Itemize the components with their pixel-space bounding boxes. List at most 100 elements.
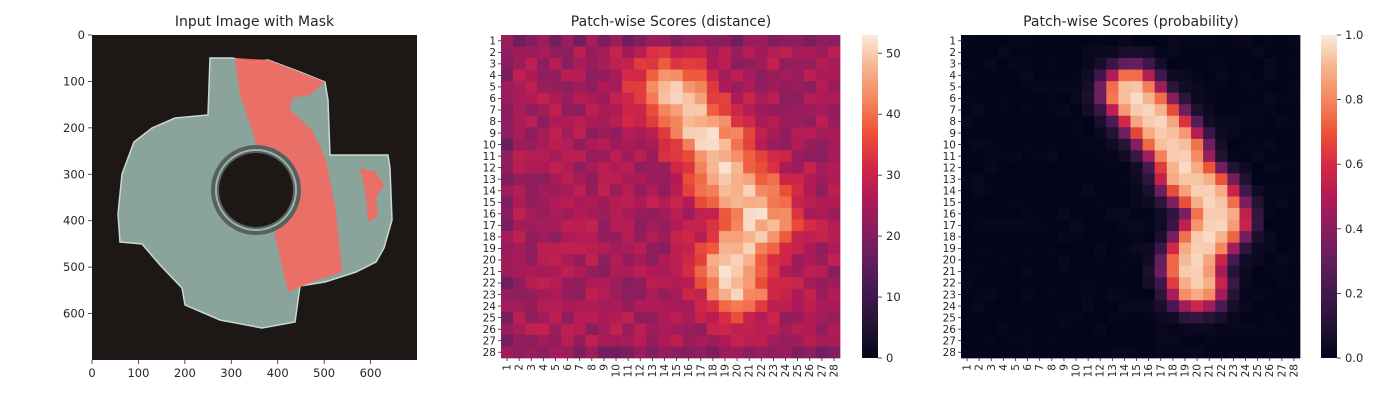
distance-heatmap-cell xyxy=(634,265,647,278)
distance-heatmap-cell xyxy=(755,277,768,290)
distance-heatmap-cell xyxy=(670,208,683,220)
distance-heatmap-cell xyxy=(634,231,647,243)
distance-heatmap-cell xyxy=(513,92,526,105)
probability-heatmap-cell xyxy=(1057,334,1071,347)
distance-heatmap-cell xyxy=(670,323,683,336)
distance-heatmap-cell xyxy=(791,184,805,197)
probability-heatmap-x-tick-label: 2 xyxy=(974,364,986,371)
distance-heatmap-cell xyxy=(585,173,599,186)
probability-heatmap-cell xyxy=(1239,81,1252,94)
distance-heatmap-cell xyxy=(585,92,599,105)
probability-heatmap-cell xyxy=(1287,173,1301,186)
distance-heatmap-cell xyxy=(646,265,659,278)
probability-heatmap-cell xyxy=(1191,161,1204,174)
distance-heatmap-cell xyxy=(597,161,611,174)
distance-heatmap-cell xyxy=(573,58,587,70)
distance-heatmap-cell xyxy=(537,104,550,117)
probability-heatmap-cell xyxy=(1069,311,1083,324)
probability-heatmap-cell xyxy=(1178,161,1192,174)
distance-heatmap-cell xyxy=(525,104,538,117)
distance-heatmap-cell xyxy=(646,161,659,174)
distance-heatmap-cell xyxy=(585,127,599,140)
probability-heatmap-cell xyxy=(1118,208,1131,220)
distance-heatmap-cell xyxy=(815,346,829,359)
distance-heatmap-cell xyxy=(694,346,708,359)
probability-heatmap-cell xyxy=(1287,196,1301,209)
distance-heatmap-cell xyxy=(525,323,538,336)
probability-heatmap-cell xyxy=(1275,161,1289,174)
probability-heatmap-cell xyxy=(1045,138,1059,151)
probability-heatmap-cell xyxy=(1275,58,1289,70)
distance-heatmap-cell xyxy=(609,346,623,359)
probability-heatmap-x-tick-label: 11 xyxy=(1083,364,1095,377)
distance-heatmap-cell xyxy=(767,254,780,267)
probability-heatmap-y-tick-label: 9 xyxy=(949,128,956,140)
probability-heatmap-cell xyxy=(1251,127,1265,140)
distance-heatmap-cell xyxy=(634,277,647,290)
distance-heatmap-cell xyxy=(755,323,768,336)
probability-heatmap-cell xyxy=(1142,323,1156,336)
probability-heatmap-cell xyxy=(985,92,998,105)
probability-heatmap-cell xyxy=(1130,46,1143,59)
distance-heatmap-cell xyxy=(731,69,744,82)
probability-heatmap-cell xyxy=(997,242,1010,255)
distance-heatmap-cell xyxy=(743,265,756,278)
probability-heatmap-y-tick-label: 1 xyxy=(949,35,956,47)
probability-heatmap-cell xyxy=(1191,35,1204,47)
distance-heatmap-cell xyxy=(585,265,599,278)
probability-heatmap-cell xyxy=(1178,208,1192,220)
probability-heatmap-cell xyxy=(1033,231,1047,243)
probability-heatmap-cell xyxy=(1082,288,1095,301)
probability-heatmap-cell xyxy=(1045,311,1059,324)
distance-heatmap-cell xyxy=(706,115,720,128)
distance-heatmap-cell xyxy=(718,69,732,82)
probability-heatmap-y-tick-label: 8 xyxy=(949,116,956,128)
distance-heatmap-cell xyxy=(791,46,805,59)
distance-heatmap-cell xyxy=(827,219,841,232)
probability-heatmap-cell xyxy=(1045,196,1059,209)
probability-heatmap-cell xyxy=(973,150,986,163)
probability-heatmap-cell xyxy=(1033,58,1047,70)
probability-heatmap-cell xyxy=(961,184,974,197)
probability-heatmap-cell xyxy=(1178,69,1192,82)
probability-heatmap-cell xyxy=(1009,58,1022,70)
probability-heatmap-cell xyxy=(1033,265,1047,278)
distance-heatmap-cell xyxy=(670,173,683,186)
probability-heatmap-cell xyxy=(1130,81,1143,94)
probability-heatmap-cell xyxy=(1227,46,1240,59)
distance-heatmap-cell xyxy=(501,81,514,94)
probability-heatmap-cell xyxy=(1130,104,1143,117)
distance-heatmap-cell xyxy=(670,92,683,105)
distance-heatmap-cell xyxy=(634,300,647,313)
probability-heatmap-cell xyxy=(1275,127,1289,140)
distance-heatmap-cell xyxy=(815,161,829,174)
probability-heatmap-cell xyxy=(973,288,986,301)
probability-heatmap-x-tick-label: 4 xyxy=(998,364,1010,371)
distance-heatmap-cell xyxy=(501,219,514,232)
probability-heatmap-cell xyxy=(1009,46,1022,59)
distance-heatmap-cell xyxy=(670,196,683,209)
distance-heatmap-cell xyxy=(549,196,562,209)
probability-heatmap-cell xyxy=(1215,265,1228,278)
distance-heatmap-cell xyxy=(767,288,780,301)
distance-heatmap-cell xyxy=(706,346,720,359)
probability-heatmap-cell xyxy=(1251,265,1265,278)
probability-heatmap-cell xyxy=(1142,81,1156,94)
probability-heatmap-cell xyxy=(1094,219,1107,232)
distance-heatmap-cell xyxy=(767,115,780,128)
distance-heatmap-cell xyxy=(561,150,574,163)
distance-heatmap-cell xyxy=(694,311,708,324)
probability-heatmap-cell xyxy=(1263,69,1277,82)
distance-heatmap-cell xyxy=(706,265,720,278)
probability-heatmap-cell xyxy=(1215,35,1228,47)
distance-heatmap-x-tick-label: 28 xyxy=(828,364,840,377)
distance-heatmap-cell xyxy=(815,208,829,220)
distance-heatmap-cell xyxy=(525,219,538,232)
distance-heatmap-cell xyxy=(609,161,623,174)
distance-heatmap-cell xyxy=(658,184,671,197)
probability-heatmap-cell xyxy=(1154,161,1168,174)
probability-heatmap-cell xyxy=(1069,138,1083,151)
distance-heatmap-cell xyxy=(573,334,587,347)
probability-heatmap-cell xyxy=(1178,231,1192,243)
probability-heatmap-y-tick-label: 19 xyxy=(943,243,956,255)
